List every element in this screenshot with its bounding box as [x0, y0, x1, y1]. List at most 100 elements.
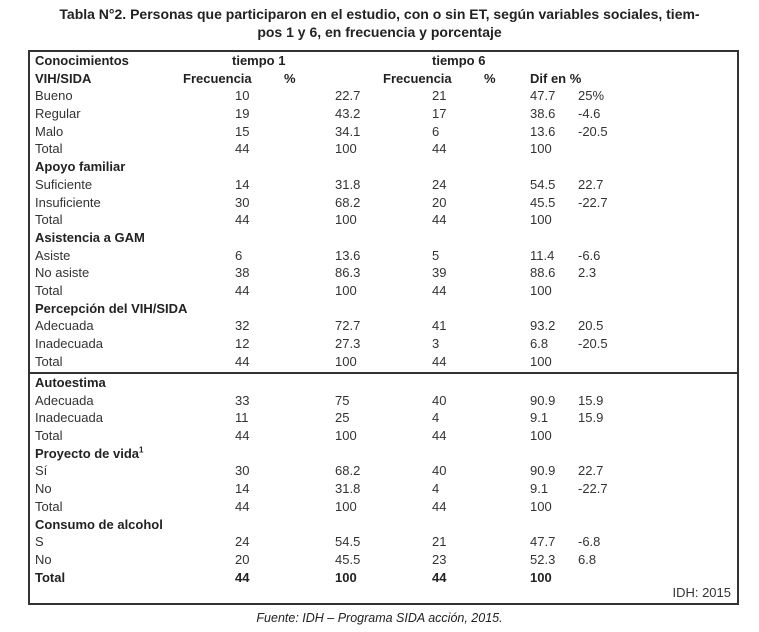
freq-t1: 32: [235, 318, 250, 334]
row-label: S: [35, 534, 44, 550]
section-title-text: Autoestima: [35, 375, 106, 390]
freq-t1: 14: [235, 481, 250, 497]
freq-t6: 40: [432, 392, 447, 408]
row-label: Total: [35, 353, 63, 369]
pct-t6: 47.7: [530, 534, 556, 550]
row-label: No: [35, 481, 52, 497]
freq-t1: 14: [235, 176, 250, 192]
pct-t6: 100: [530, 569, 552, 585]
row-label: Suficiente: [35, 176, 93, 192]
pct-t6: 9.1: [530, 481, 549, 497]
dif-pct: -20.5: [578, 336, 608, 351]
freq-t1: 30: [235, 463, 250, 479]
tiempo1-header: tiempo 1: [232, 53, 286, 68]
dif-pct: 2.3: [578, 265, 597, 281]
dif-pct: -22.7: [578, 194, 608, 210]
freq-t6: 4: [432, 410, 440, 426]
pct-t6: 100: [530, 141, 552, 157]
section-title: Autoestima: [35, 374, 106, 392]
header-row-1: Conocimientos tiempo 1 tiempo 6: [30, 52, 737, 70]
table-row: Bueno 10 22.7 21 47.7 25%: [30, 87, 737, 105]
pct-t1: 31.8: [335, 176, 361, 192]
row-label: Asiste: [35, 247, 71, 263]
freq-t6: 23: [432, 551, 447, 567]
pct-t6: 38.6: [530, 106, 556, 122]
section-header: Percepción del VIH/SIDA: [30, 300, 737, 318]
table-row: Malo 15 34.1 6 13.6 -20.5: [30, 123, 737, 141]
section-header: Autoestima: [30, 374, 737, 392]
pct-t1: 68.2: [335, 194, 361, 210]
pct-t1: 25: [335, 410, 350, 426]
pct-t1: 100: [335, 141, 357, 157]
pct-t1: 100: [335, 498, 357, 514]
table-row: Total 44 100 44 100: [30, 211, 737, 229]
table-row: No 20 45.5 23 52.3 6.8: [30, 551, 737, 569]
row-label: Malo: [35, 123, 64, 139]
freq-t6: 44: [432, 498, 447, 514]
freq-t1: 44: [235, 428, 250, 444]
pct6-header: %: [484, 70, 496, 86]
dif-pct: 15.9: [578, 392, 604, 408]
section-title-text: Apoyo familiar: [35, 159, 126, 175]
pct-t6: 100: [530, 353, 552, 369]
section-title: Asistencia a GAM: [35, 229, 145, 247]
freq-t6: 3: [432, 336, 440, 351]
pct-t6: 100: [530, 498, 552, 514]
freq-t6: 44: [432, 282, 447, 298]
tiempo6-header: tiempo 6: [432, 53, 486, 68]
pct-t1: 68.2: [335, 463, 361, 479]
row-label: No: [35, 551, 52, 567]
row-label: Sí: [35, 463, 48, 479]
freq-t1: 44: [235, 498, 250, 514]
freq-t1: 44: [235, 569, 250, 585]
freq-t6: 44: [432, 428, 447, 444]
source-note: Fuente: IDH – Programa SIDA acción, 2015…: [256, 611, 503, 625]
row-label: Insuficiente: [35, 194, 101, 210]
dif-pct: 25%: [578, 88, 605, 104]
dif-pct: 20.5: [578, 318, 604, 334]
pct-t1: 54.5: [335, 534, 361, 550]
pct-t6: 47.7: [530, 88, 556, 104]
section-title-text: Percepción del VIH/SIDA: [35, 300, 188, 316]
freq-t6: 21: [432, 88, 447, 104]
row-label: Adecuada: [35, 392, 94, 408]
freq-t1: 24: [235, 534, 250, 550]
dif-pct: -20.5: [578, 123, 608, 139]
dif-pct: 22.7: [578, 176, 604, 192]
freq6-header: Frecuencia: [383, 70, 452, 86]
pct-t1: 75: [335, 392, 350, 408]
row-label: Total: [35, 282, 63, 298]
freq-t6: 39: [432, 265, 447, 281]
pct-t1: 45.5: [335, 551, 361, 567]
pct1-header: %: [284, 70, 296, 86]
dif-pct: 6.8: [578, 551, 597, 567]
pct-t6: 9.1: [530, 410, 549, 426]
freq-t6: 5: [432, 247, 440, 263]
pct-t6: 54.5: [530, 176, 556, 192]
pct-t6: 90.9: [530, 392, 556, 408]
freq-t1: 15: [235, 123, 250, 139]
freq-t1: 6: [235, 247, 243, 263]
row-label: Total: [35, 212, 63, 228]
table-row: Asiste 6 13.6 5 11.4 -6.6: [30, 247, 737, 265]
pct-t6: 100: [530, 212, 552, 228]
table-bottom-block: Autoestima Adecuada 33 75 40 90.9 15.9 Inadecua…: [28, 372, 739, 605]
pct-t1: 27.3: [335, 336, 361, 351]
freq-t1: 44: [235, 282, 250, 298]
pct-t1: 13.6: [335, 247, 361, 263]
freq-t1: 44: [235, 212, 250, 228]
freq-t6: 44: [432, 141, 447, 157]
freq-t1: 44: [235, 353, 250, 369]
pct-t6: 100: [530, 282, 552, 298]
pct-t1: 72.7: [335, 318, 361, 334]
freq-t6: 17: [432, 106, 447, 122]
section-header: Apoyo familiar: [30, 158, 737, 176]
section-title-text: Consumo de alcohol: [35, 516, 163, 532]
freq-t6: 4: [432, 481, 440, 497]
pct-t6: 13.6: [530, 123, 556, 139]
freq-t6: 20: [432, 194, 447, 210]
row-label: Inadecuada: [35, 410, 103, 426]
row-label: Total: [35, 569, 66, 585]
table-row: No 14 31.8 4 9.1 -22.7: [30, 480, 737, 498]
freq-t6: 44: [432, 569, 447, 585]
